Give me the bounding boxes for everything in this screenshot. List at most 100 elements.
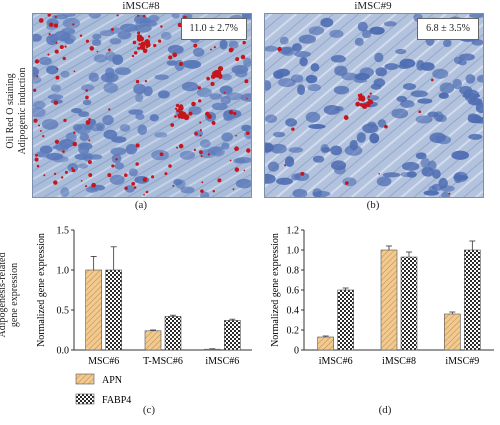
lipid-droplet — [35, 153, 38, 157]
lipid-droplet — [108, 108, 111, 111]
cell-nucleus — [180, 186, 195, 194]
lipid-droplet — [205, 111, 210, 117]
lipid-droplet — [164, 172, 168, 176]
lipid-droplet — [277, 46, 282, 52]
cell-nucleus — [235, 178, 251, 189]
cell-nucleus — [33, 107, 46, 118]
cell-nucleus — [133, 83, 146, 95]
cell-nucleus — [74, 153, 90, 160]
cell-nucleus — [219, 39, 228, 50]
lipid-droplet — [146, 42, 150, 46]
lipid-droplet — [213, 72, 216, 75]
lipid-droplet — [108, 48, 111, 52]
cell-nucleus — [442, 39, 452, 48]
cell-nucleus — [137, 124, 148, 135]
panel-a-stat: 11.0 ± 2.7% — [180, 18, 247, 40]
y-tick-label: 0.6 — [287, 286, 300, 297]
lipid-droplet — [48, 32, 51, 36]
bar-apn — [317, 336, 334, 351]
lipid-droplet — [55, 41, 58, 44]
lipid-droplet — [235, 57, 240, 62]
lipid-droplet — [199, 129, 202, 132]
lipid-droplet — [210, 81, 215, 87]
cell-nucleus — [33, 33, 42, 42]
lipid-droplet — [151, 175, 155, 179]
lipid-droplet — [53, 23, 59, 28]
bar-apn — [380, 249, 398, 351]
lipid-droplet — [223, 91, 226, 94]
cell-nucleus — [219, 85, 233, 95]
lipid-droplet — [210, 48, 212, 51]
lipid-droplet — [62, 150, 65, 153]
lipid-droplet — [54, 15, 57, 18]
cell-nucleus — [125, 143, 138, 155]
cell-nucleus — [401, 161, 420, 171]
cell-nucleus — [330, 145, 343, 156]
cell-nucleus — [88, 72, 99, 82]
cell-nucleus — [428, 160, 437, 172]
y-tick-label: 1.0 — [57, 266, 70, 277]
bar-apn — [85, 269, 102, 351]
lipid-droplet — [142, 14, 146, 18]
lipid-droplet — [54, 139, 60, 144]
cell-nucleus — [369, 132, 380, 144]
cell-nucleus — [60, 186, 70, 197]
cell-nucleus — [109, 174, 125, 185]
cell-nucleus — [78, 142, 93, 150]
lipid-droplet — [72, 168, 76, 173]
cell-nucleus — [89, 123, 103, 132]
lipid-droplet — [107, 173, 112, 178]
cell-nucleus — [86, 186, 99, 193]
y-tick-label: 0.0 — [57, 346, 70, 357]
y-axis-label: Normalized gene expression — [36, 233, 47, 347]
x-tick-label: iMSC#6 — [205, 356, 239, 367]
oil-red-label-line1: Oil Red O staining — [5, 73, 16, 149]
cell-nucleus — [399, 58, 416, 69]
lipid-droplet — [359, 103, 364, 107]
lipid-droplet — [89, 46, 95, 51]
lipid-droplet — [33, 118, 38, 123]
lipid-droplet — [147, 35, 151, 38]
cell-nucleus — [78, 163, 88, 169]
x-tick-label: iMSC#6 — [319, 356, 353, 367]
lipid-droplet — [244, 79, 249, 84]
lipid-droplet — [88, 139, 91, 142]
cell-nucleus — [329, 29, 344, 38]
cell-nucleus — [120, 23, 138, 32]
lipid-droplet — [72, 141, 78, 147]
bar-apn — [144, 330, 162, 351]
cell-nucleus — [476, 74, 483, 83]
cell-nucleus — [321, 147, 331, 153]
lipid-droplet — [212, 189, 215, 193]
lipid-droplet — [168, 164, 172, 168]
x-tick-label: T-MSC#6 — [143, 356, 183, 367]
lipid-droplet — [73, 131, 76, 134]
cell-nucleus — [420, 62, 435, 71]
cell-nucleus — [334, 65, 348, 76]
cell-nucleus — [285, 118, 298, 127]
lipid-droplet — [138, 43, 141, 46]
chart-c-caption: (c) — [142, 404, 156, 416]
cell-nucleus — [465, 94, 478, 103]
cell-nucleus — [234, 156, 251, 164]
lipid-droplet — [55, 75, 60, 80]
oil-red-side-label: Oil Red O staining Adipogenic induction — [5, 51, 31, 171]
cell-nucleus — [124, 185, 135, 193]
lipid-droplet — [96, 50, 99, 53]
cell-nucleus — [149, 114, 159, 122]
lipid-droplet — [38, 18, 44, 23]
lipid-droplet — [54, 49, 59, 54]
y-tick-label: 0 — [294, 346, 299, 357]
y-axis-label: Normalized gene expression — [270, 233, 281, 347]
lipid-droplet — [240, 54, 246, 60]
lipid-droplet — [300, 171, 305, 176]
lipid-droplet — [56, 68, 59, 70]
lipid-droplet — [137, 14, 140, 17]
cell-nucleus — [91, 39, 102, 46]
lipid-droplet — [199, 121, 202, 124]
cell-nucleus — [154, 132, 168, 138]
cell-nucleus — [209, 93, 222, 100]
cell-nucleus — [383, 21, 397, 27]
cell-nucleus — [199, 149, 216, 159]
lipid-droplet — [53, 180, 58, 185]
